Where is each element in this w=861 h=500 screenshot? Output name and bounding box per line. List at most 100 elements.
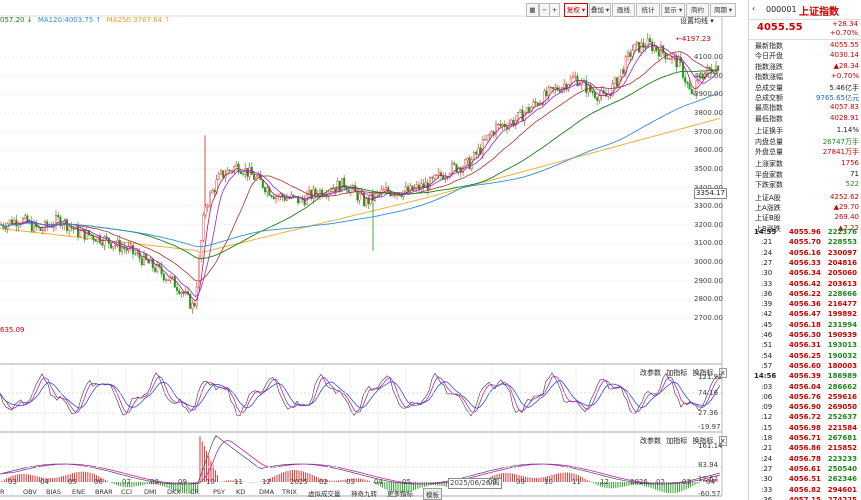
simple-button[interactable]: 简约: [686, 3, 709, 17]
indicator-tab[interactable]: ENE: [72, 488, 86, 496]
add-indicator-link[interactable]: 加指标: [666, 369, 688, 377]
candle-body: [413, 187, 416, 191]
candle-body: [378, 192, 381, 194]
candle-body: [171, 276, 174, 278]
quote-row: 上B涨跌 ▲2.22: [749, 223, 861, 233]
draw-line-button[interactable]: 画线: [612, 3, 635, 17]
tick-row: :30 4056.34 205060: [749, 268, 861, 279]
ma-settings-link[interactable]: 设置均线 ▾: [680, 17, 714, 25]
tick-volume: 250540: [827, 464, 857, 473]
candle-body: [239, 171, 242, 174]
candle-body: [120, 247, 123, 252]
candle-body: [451, 162, 454, 175]
tick-time: :39: [761, 300, 773, 309]
quote-value: ▲28.34: [833, 61, 859, 70]
time-tick: 08: [150, 478, 159, 486]
candle-body: [677, 56, 680, 68]
indicator-tab[interactable]: 虚拟成交量: [308, 490, 341, 498]
plus-icon[interactable]: +: [549, 3, 560, 17]
candle-body: [164, 279, 167, 281]
close-icon[interactable]: ×: [718, 368, 727, 378]
candle-body: [440, 172, 443, 177]
switch-indicator-link[interactable]: 换指标: [692, 369, 714, 377]
add-indicator-link[interactable]: 加指标: [666, 437, 688, 445]
candle-body: [649, 38, 652, 43]
tick-row: :27 4056.61 250540: [749, 464, 861, 475]
indicator-tab[interactable]: 更多指标: [387, 490, 413, 498]
indicator-tab[interactable]: DMA: [259, 488, 275, 496]
tick-volume: 180003: [827, 361, 857, 370]
display-button[interactable]: 显示 ▾: [661, 3, 685, 17]
candle-body: [519, 109, 522, 113]
candle-body: [283, 196, 286, 201]
indicator-tab[interactable]: DKX: [167, 488, 181, 496]
fuquan-button[interactable]: 复权 ▾: [564, 3, 588, 17]
osc1-d-line: [0, 375, 721, 414]
indicator-tab[interactable]: BIAS: [46, 488, 61, 496]
candle-body: [675, 55, 678, 68]
candle-body: [523, 112, 526, 121]
indicator-tab[interactable]: 模板: [423, 488, 442, 500]
candle-body: [252, 174, 255, 180]
tick-volume: 286662: [827, 382, 857, 391]
indicator-tab[interactable]: CR: [190, 488, 200, 496]
tick-time: :45: [761, 320, 773, 329]
price-tick: 2700.00: [694, 314, 723, 322]
candle-body: [325, 195, 328, 197]
ma-legend-item: 057.20 ↓: [0, 16, 33, 24]
indicator-tab[interactable]: BRAR: [95, 488, 113, 496]
tick-time: :51: [761, 341, 773, 350]
candle-body: [180, 292, 183, 294]
back-arrow-icon[interactable]: ‹: [752, 4, 756, 13]
switch-indicator-link[interactable]: 换指标: [692, 437, 714, 445]
indicator-tab[interactable]: KD: [236, 488, 246, 496]
oscillator-1: [0, 372, 722, 417]
quote-value: 26747万手: [822, 137, 859, 146]
indicator-tab[interactable]: DMI: [144, 488, 157, 496]
candle-body: [433, 174, 436, 179]
candle-body: [4, 227, 7, 229]
quote-label: 最低指数: [755, 114, 783, 123]
candle-body: [545, 90, 548, 97]
price-tick: 3600.00: [694, 146, 723, 155]
candle-body: [616, 77, 619, 87]
tick-row: :27 4056.33 204816: [749, 258, 861, 269]
tick-time: :27: [761, 258, 773, 267]
indicator-tab[interactable]: CCI: [121, 488, 132, 496]
grid-icon[interactable]: ▦: [526, 3, 539, 17]
edit-params-link[interactable]: 改参数: [640, 437, 661, 445]
kline-chart[interactable]: [0, 0, 748, 500]
candle-body: [156, 263, 159, 272]
quote-value: +0.70%: [830, 72, 859, 81]
tick-row: 14:56 4056.39 186989: [749, 371, 861, 382]
candle-body: [314, 188, 317, 195]
indicator-tab[interactable]: PSY: [213, 488, 226, 496]
quote-value: 27841万手: [822, 148, 859, 156]
indicator-tab[interactable]: R: [0, 488, 5, 496]
candle-body: [356, 190, 359, 201]
tick-volume: 228553: [827, 238, 857, 247]
candle-body: [101, 242, 104, 246]
candle-body: [208, 192, 211, 206]
quote-row: 最高指数 4057.83: [749, 102, 861, 112]
edit-params-link[interactable]: 改参数: [640, 369, 661, 377]
tick-volume: 274225: [827, 495, 857, 500]
stats-button[interactable]: 统计: [636, 3, 660, 17]
candle-body: [44, 221, 47, 231]
candle-body: [701, 76, 704, 79]
period-button[interactable]: 周期 ▾: [710, 3, 736, 17]
tick-row: :21 4055.70 228553: [749, 237, 861, 248]
tick-time: :30: [761, 269, 773, 278]
tick-price: 4056.34: [789, 269, 821, 278]
overlay-button[interactable]: 叠加 ▾: [589, 3, 611, 17]
indicator-tab[interactable]: 神奇九转: [351, 490, 377, 498]
tick-volume: 221584: [827, 423, 857, 432]
quote-label: 上B涨跌: [755, 224, 781, 233]
price-tick: 2900.00: [694, 276, 723, 285]
indicator-tab[interactable]: TRIX: [282, 488, 297, 496]
indicator-tab[interactable]: OBV: [23, 488, 37, 496]
candle-body: [404, 186, 407, 192]
time-tick: 06: [94, 478, 103, 486]
close-icon[interactable]: ×: [718, 436, 727, 446]
tick-time: :33: [761, 279, 773, 288]
